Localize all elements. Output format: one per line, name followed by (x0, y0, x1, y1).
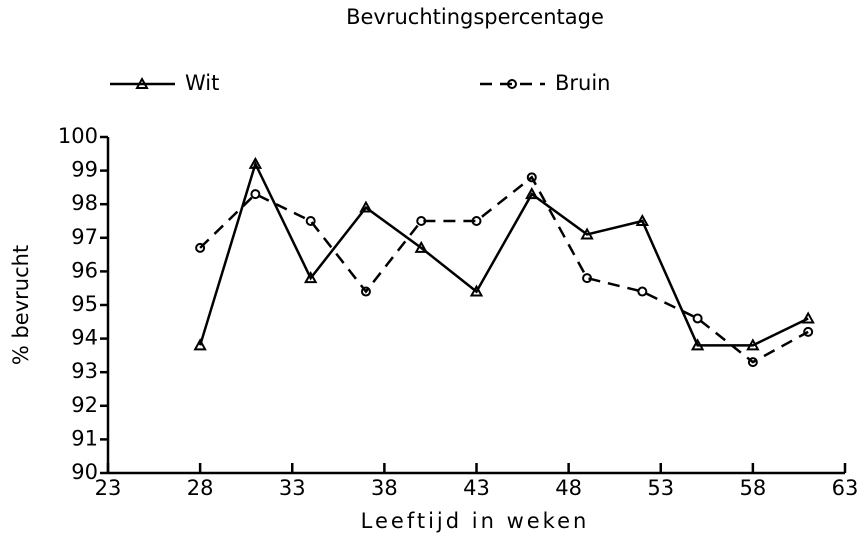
x-tick-label: 48 (555, 476, 582, 500)
point (526, 172, 537, 183)
point (635, 213, 650, 226)
point (803, 326, 814, 337)
y-tick-label: 99 (71, 158, 98, 182)
point (360, 286, 371, 297)
point (305, 216, 316, 226)
x-tick-label: 23 (95, 476, 122, 500)
x-tick-label: 63 (832, 476, 859, 500)
point (303, 271, 318, 284)
y-tick-label: 91 (71, 426, 98, 450)
point (801, 311, 815, 324)
point (250, 189, 261, 200)
legend-marker (507, 79, 517, 89)
x-tick-label: 43 (463, 476, 490, 500)
y-tick-label: 90 (71, 460, 98, 484)
point (582, 273, 593, 284)
y-axis-label: % bevrucht (9, 245, 33, 365)
x-tick-label: 33 (279, 476, 306, 500)
y-tick-label: 93 (71, 359, 98, 383)
point (637, 286, 648, 297)
series-line (199, 175, 809, 364)
point (692, 313, 703, 324)
y-tick-label: 100 (58, 124, 98, 148)
y-tick-label: 98 (71, 191, 98, 215)
legend-label: Wit (185, 71, 219, 95)
legend-label: Bruin (555, 71, 611, 95)
point (746, 338, 760, 351)
point (193, 338, 207, 351)
x-tick-label: 38 (371, 476, 398, 500)
point (471, 216, 482, 226)
y-tick-label: 96 (71, 258, 98, 282)
point (469, 284, 484, 297)
chart-title: Bevruchtingspercentage (346, 5, 604, 29)
point (195, 242, 206, 253)
x-tick-label: 58 (740, 476, 767, 500)
point (416, 216, 427, 226)
x-axis-label: Leeftijd in weken (361, 509, 590, 533)
point (248, 156, 263, 169)
x-tick-label: 53 (647, 476, 674, 500)
y-tick-label: 97 (71, 225, 98, 249)
point (747, 357, 758, 368)
point (690, 338, 705, 351)
series-line (198, 160, 809, 347)
point (525, 187, 539, 200)
point (580, 227, 594, 240)
point (359, 200, 373, 213)
point (414, 240, 428, 253)
y-tick-label: 94 (71, 326, 98, 350)
x-tick-label: 28 (187, 476, 214, 500)
legend-marker (135, 76, 149, 89)
y-tick-label: 92 (71, 393, 98, 417)
y-tick-label: 95 (71, 292, 98, 316)
